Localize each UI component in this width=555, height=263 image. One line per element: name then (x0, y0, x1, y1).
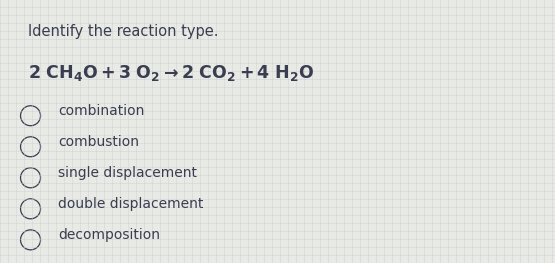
Text: double displacement: double displacement (58, 197, 204, 211)
Text: decomposition: decomposition (58, 228, 160, 242)
Text: Identify the reaction type.: Identify the reaction type. (28, 24, 218, 39)
Text: single displacement: single displacement (58, 166, 197, 180)
Text: combination: combination (58, 104, 145, 118)
Text: $\mathbf{2\ CH_4O + 3\ O_2 \rightarrow 2\ CO_2 + 4\ H_2O}$: $\mathbf{2\ CH_4O + 3\ O_2 \rightarrow 2… (28, 63, 314, 83)
Text: combustion: combustion (58, 135, 139, 149)
